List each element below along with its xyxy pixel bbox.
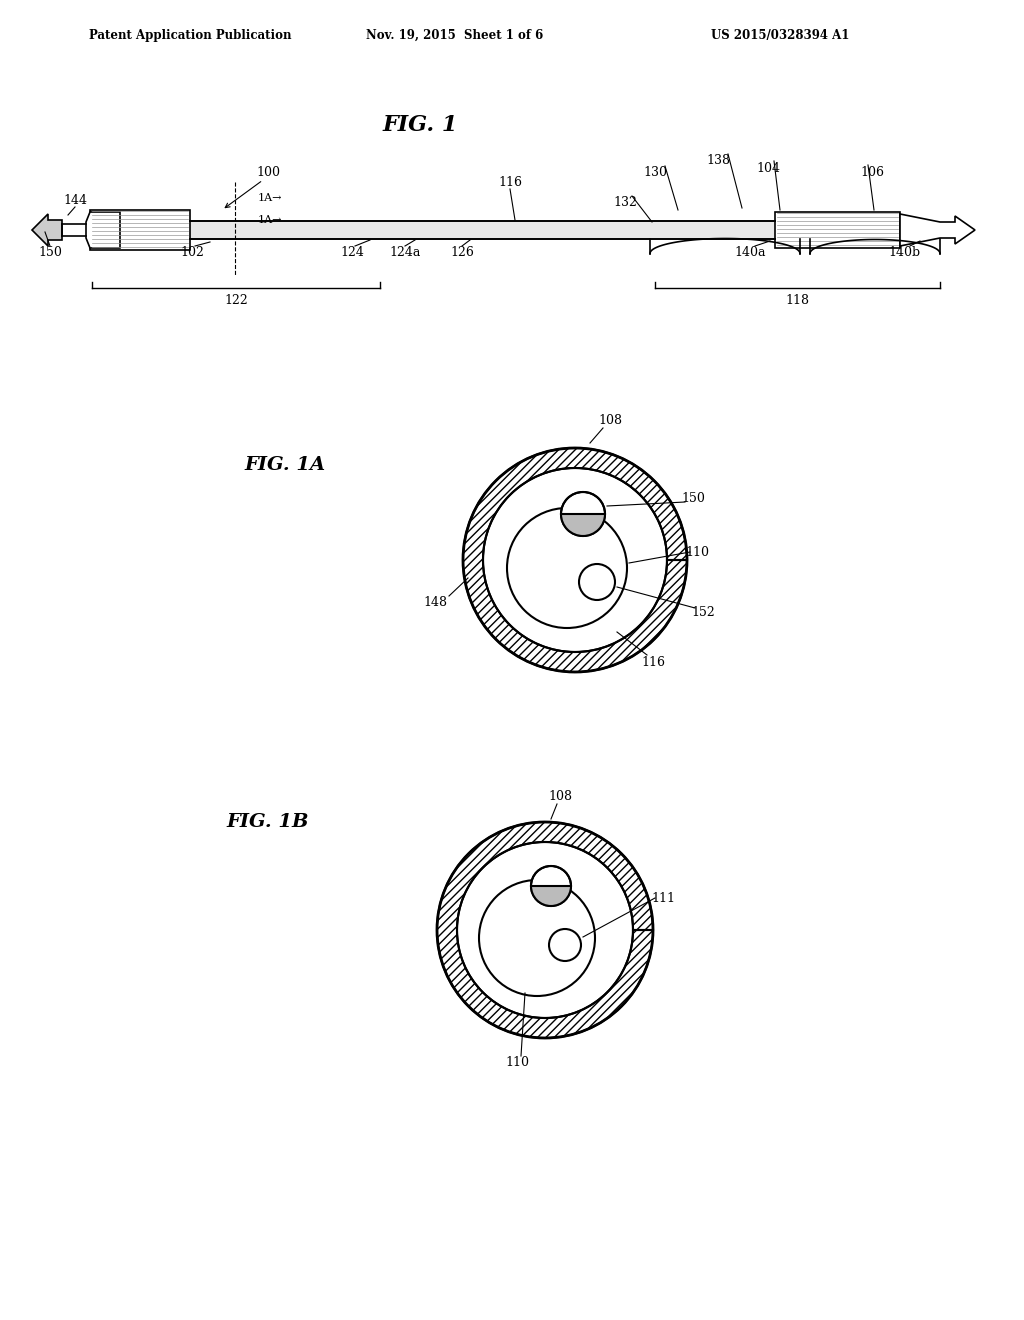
Text: 152: 152 xyxy=(691,606,715,619)
Text: 100: 100 xyxy=(256,165,280,178)
Text: 150: 150 xyxy=(38,246,61,259)
Text: 1A→: 1A→ xyxy=(258,215,283,224)
Polygon shape xyxy=(561,513,605,536)
Polygon shape xyxy=(437,822,653,1038)
Text: 140a: 140a xyxy=(734,246,766,259)
Text: Nov. 19, 2015  Sheet 1 of 6: Nov. 19, 2015 Sheet 1 of 6 xyxy=(367,29,544,41)
Text: 116: 116 xyxy=(641,656,665,668)
Text: 130: 130 xyxy=(643,165,667,178)
Text: 124a: 124a xyxy=(389,246,421,259)
Circle shape xyxy=(549,929,581,961)
Text: 144: 144 xyxy=(63,194,87,206)
Circle shape xyxy=(479,880,595,997)
Text: 148: 148 xyxy=(423,595,447,609)
Text: 111: 111 xyxy=(651,891,675,904)
Text: 138: 138 xyxy=(706,153,730,166)
Circle shape xyxy=(531,866,571,906)
Text: 102: 102 xyxy=(180,246,204,259)
Text: 124: 124 xyxy=(340,246,364,259)
Text: 106: 106 xyxy=(860,165,884,178)
Text: FIG. 1B: FIG. 1B xyxy=(226,813,309,832)
Text: FIG. 1A: FIG. 1A xyxy=(245,455,326,474)
Text: 126: 126 xyxy=(451,246,474,259)
Circle shape xyxy=(561,492,605,536)
Text: 1A→: 1A→ xyxy=(258,193,283,203)
Text: 108: 108 xyxy=(598,413,622,426)
Text: 132: 132 xyxy=(613,195,637,209)
Text: 118: 118 xyxy=(785,294,809,308)
Bar xyxy=(775,213,900,248)
Text: 116: 116 xyxy=(498,176,522,189)
Polygon shape xyxy=(86,213,120,248)
Circle shape xyxy=(579,564,615,601)
Bar xyxy=(190,220,775,239)
Polygon shape xyxy=(32,214,62,246)
Text: Patent Application Publication: Patent Application Publication xyxy=(89,29,291,41)
Text: 140b: 140b xyxy=(889,246,921,259)
Polygon shape xyxy=(531,886,571,906)
Text: US 2015/0328394 A1: US 2015/0328394 A1 xyxy=(711,29,849,41)
Text: 108: 108 xyxy=(548,789,572,803)
Bar xyxy=(90,210,190,249)
Text: 104: 104 xyxy=(756,161,780,174)
Text: 150: 150 xyxy=(681,491,705,504)
Polygon shape xyxy=(463,447,687,672)
Text: 122: 122 xyxy=(224,294,248,308)
Circle shape xyxy=(507,508,627,628)
Text: 110: 110 xyxy=(685,545,709,558)
Text: FIG. 1: FIG. 1 xyxy=(382,114,458,136)
Text: 110: 110 xyxy=(505,1056,529,1069)
Polygon shape xyxy=(900,214,975,246)
